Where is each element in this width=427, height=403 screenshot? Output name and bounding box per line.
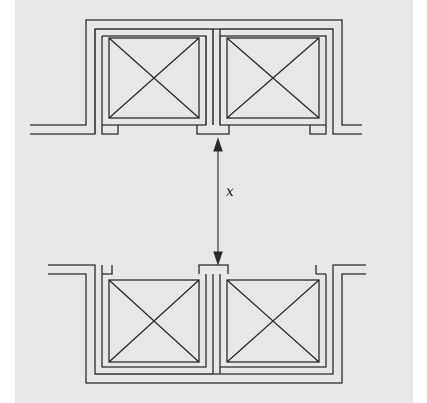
clearance-dimension [213,137,223,266]
upper-left-car [108,37,200,119]
upper-divider [205,29,221,125]
lower-right-car [226,279,320,363]
diagram-panel [15,0,413,403]
upper-right-car-cross [226,37,320,119]
lower-right-car-wall [220,274,327,368]
upper-outer-wall-inner [30,28,362,135]
upper-outer-wall [30,19,362,126]
lower-left-car-wall [95,274,214,375]
dimension-label: x [226,184,234,200]
lower-lift-bank [48,264,366,384]
lower-jamb-center [198,264,229,274]
lower-outer-wall-inner [48,264,366,375]
dimension-arrow-bottom [213,251,223,266]
upper-lift-bank [30,19,362,135]
upper-jamb-center [196,125,230,135]
lower-right-car-cross [226,279,320,363]
dimension-arrow-top [213,137,223,152]
upper-right-car [226,37,320,119]
upper-left-car-wall [94,28,214,126]
lower-outer-wall [48,273,366,384]
lower-jamb-right [315,265,326,275]
upper-jamb-left [94,125,119,135]
upper-left-car-cross [108,37,200,119]
lower-jamb-left [101,265,113,275]
upper-jamb-right [309,125,327,135]
lower-left-car-cross [108,279,200,363]
upper-right-car-wall [219,28,333,126]
lower-left-car [108,279,200,363]
